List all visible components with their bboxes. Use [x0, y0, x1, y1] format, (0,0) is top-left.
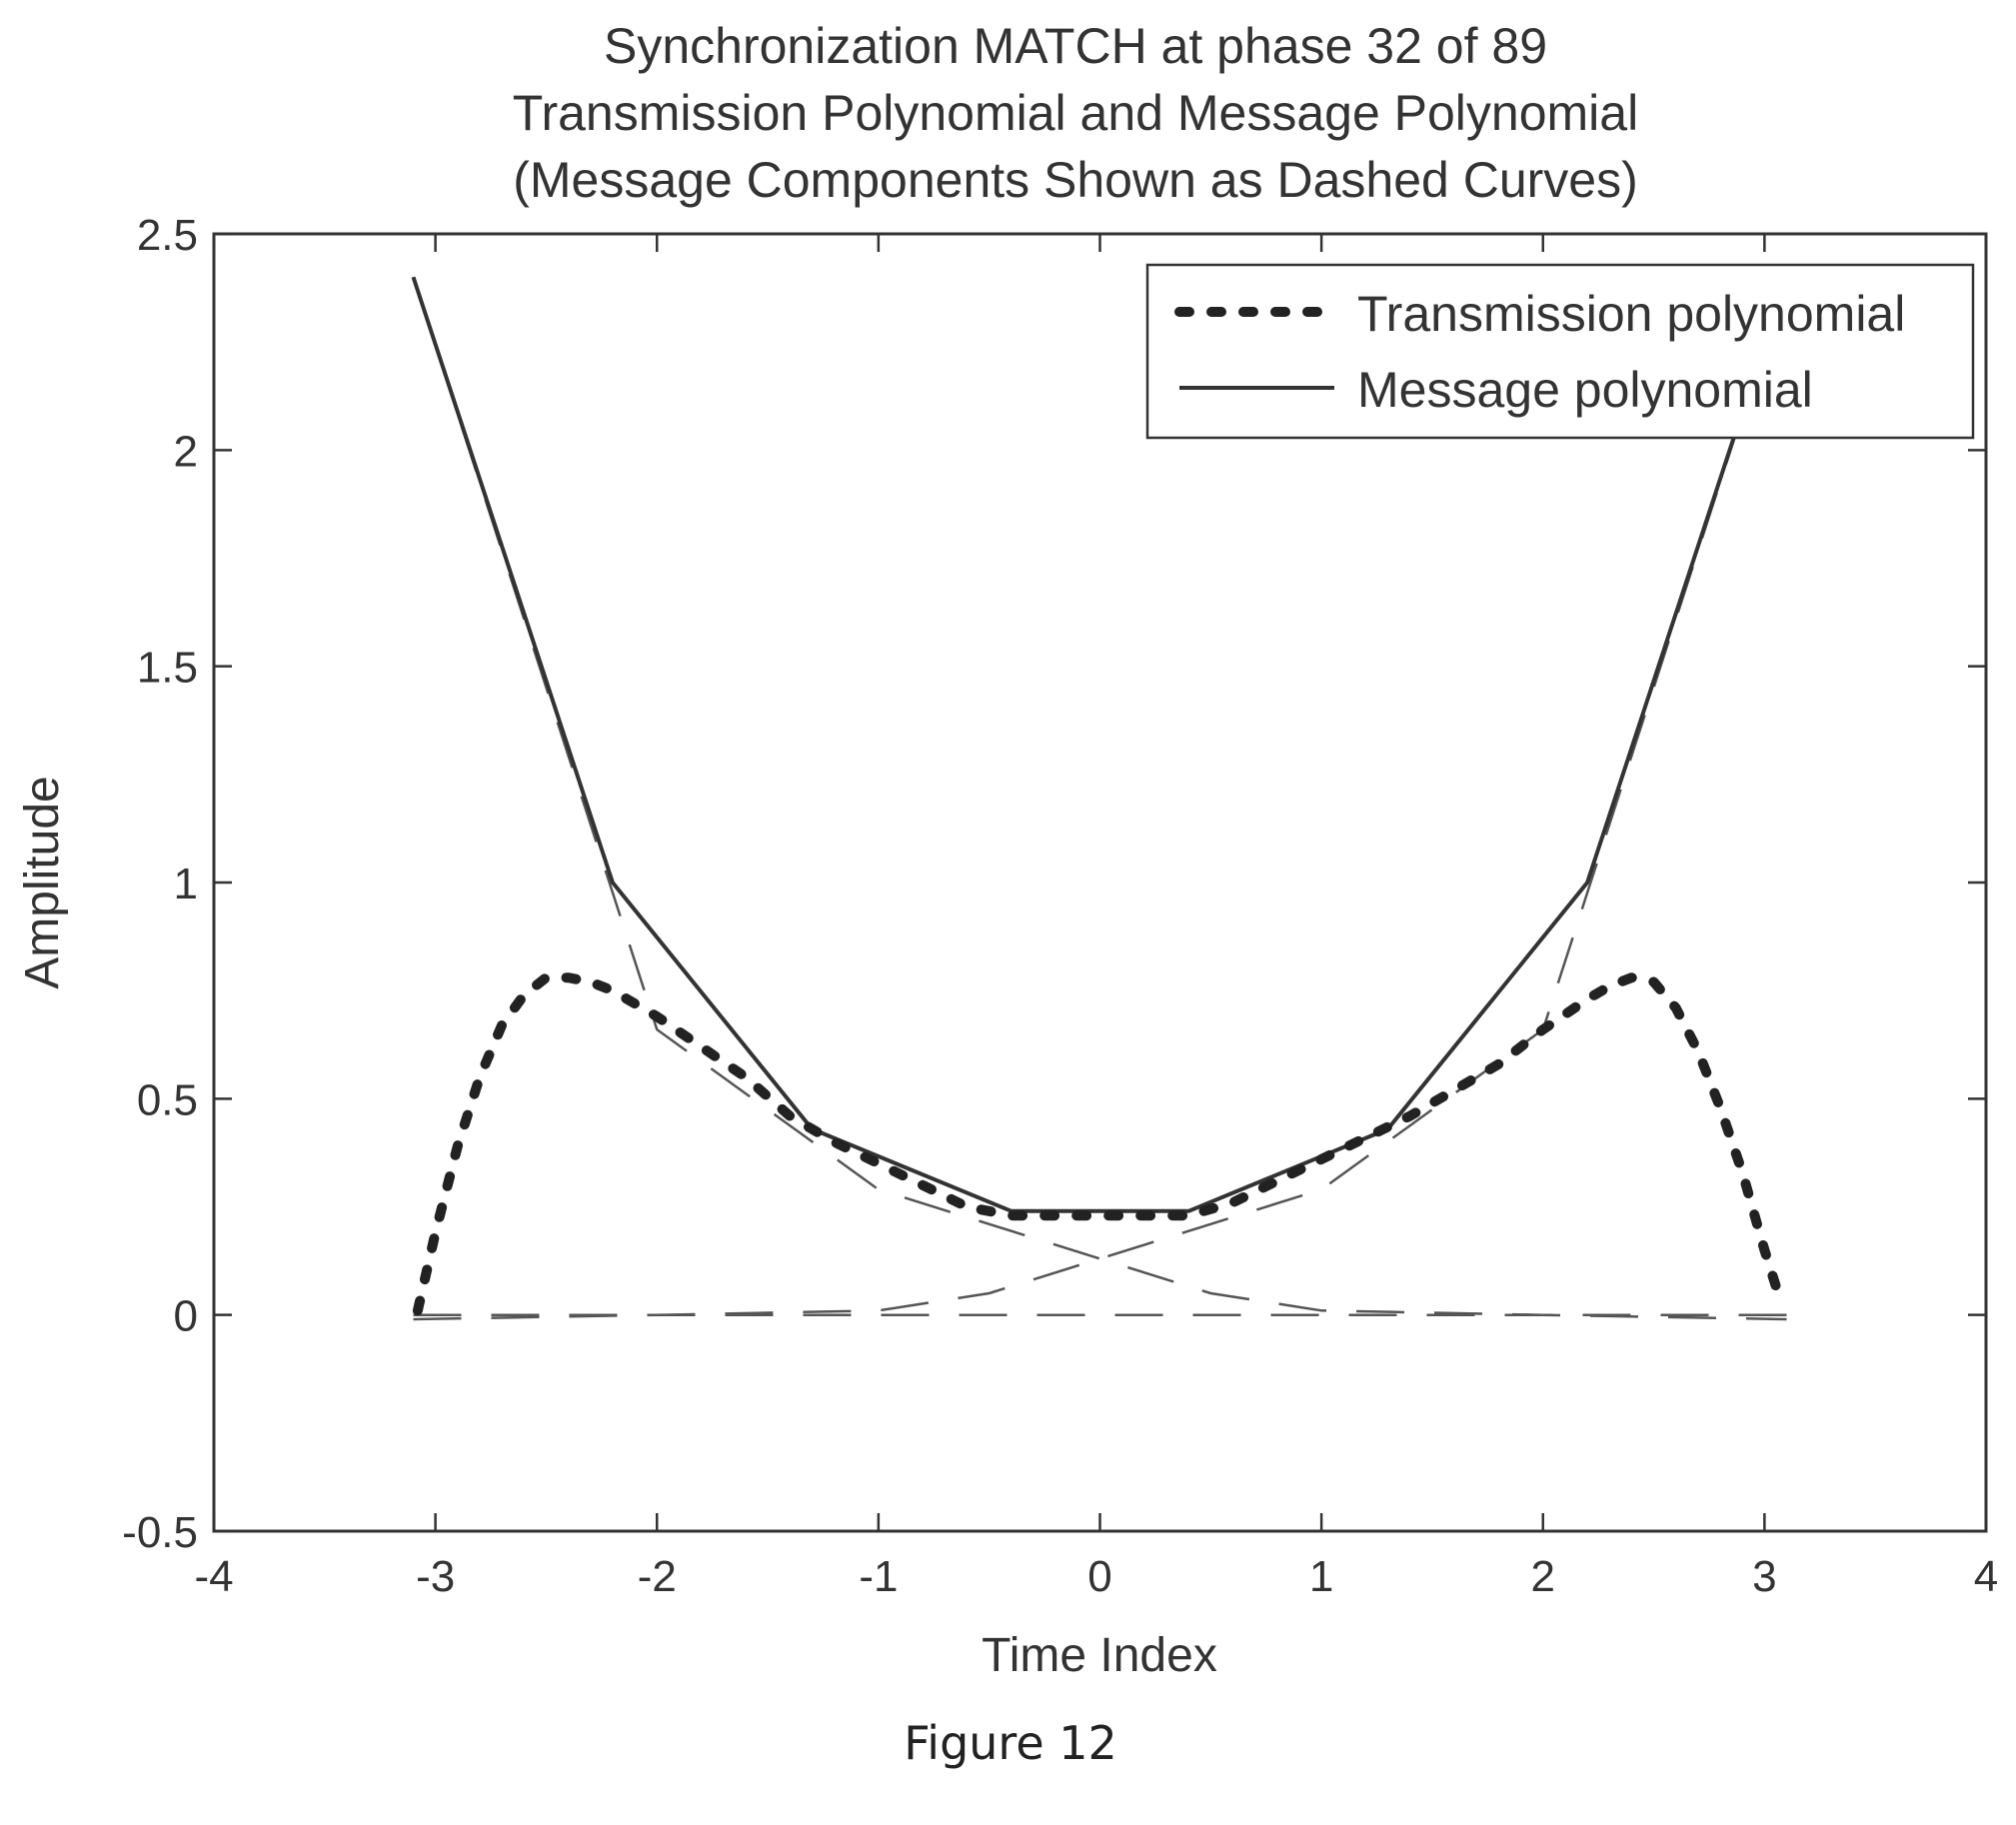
chart-title: Synchronization MATCH at phase 32 of 89 …: [513, 18, 1638, 208]
x-tick-labels: -4 -3 -2 -1 0 1 2 3 4: [194, 1552, 1998, 1601]
legend-label-message: Message polynomial: [1357, 362, 1813, 418]
y-axis-label: Amplitude: [16, 776, 69, 988]
y-tick-label: -0.5: [122, 1508, 198, 1557]
x-tick-label: 1: [1309, 1552, 1333, 1601]
chart-title-line-3: (Message Components Shown as Dashed Curv…: [513, 152, 1638, 208]
x-tick-label: -4: [194, 1552, 233, 1601]
x-tick-label: 0: [1087, 1552, 1111, 1601]
y-tick-label: 0: [174, 1292, 198, 1341]
x-tick-label: -1: [859, 1552, 898, 1601]
x-axis-label: Time Index: [982, 1629, 1217, 1682]
legend: Transmission polynomial Message polynomi…: [1145, 263, 1975, 440]
y-tick-label: 1: [174, 860, 198, 909]
series-line-message-polynomial: [411, 276, 1789, 1213]
figure-caption: Figure 12: [904, 1716, 1117, 1770]
x-tick-label: 4: [1974, 1552, 1998, 1601]
y-tick-labels: -0.5 0 0.5 1 1.5 2 2.5: [122, 211, 198, 1557]
y-tick-label: 2: [174, 427, 198, 476]
y-tick-label: 1.5: [137, 644, 198, 693]
legend-label-transmission: Transmission polynomial: [1357, 286, 1905, 342]
x-tick-label: 2: [1531, 1552, 1555, 1601]
series-line-message-component-3: [412, 276, 1787, 1321]
y-tick-label: 2.5: [137, 211, 198, 260]
chart-title-line-1: Synchronization MATCH at phase 32 of 89: [604, 18, 1547, 74]
chart-title-line-2: Transmission Polynomial and Message Poly…: [513, 85, 1638, 141]
legend-box: [1145, 263, 1975, 440]
x-tick-label: 3: [1752, 1552, 1776, 1601]
axis-ticks: [212, 232, 1988, 1533]
y-tick-label: 0.5: [137, 1075, 198, 1124]
x-tick-label: -3: [416, 1552, 455, 1601]
x-tick-label: -2: [638, 1552, 677, 1601]
series-layer: [411, 276, 1789, 1321]
